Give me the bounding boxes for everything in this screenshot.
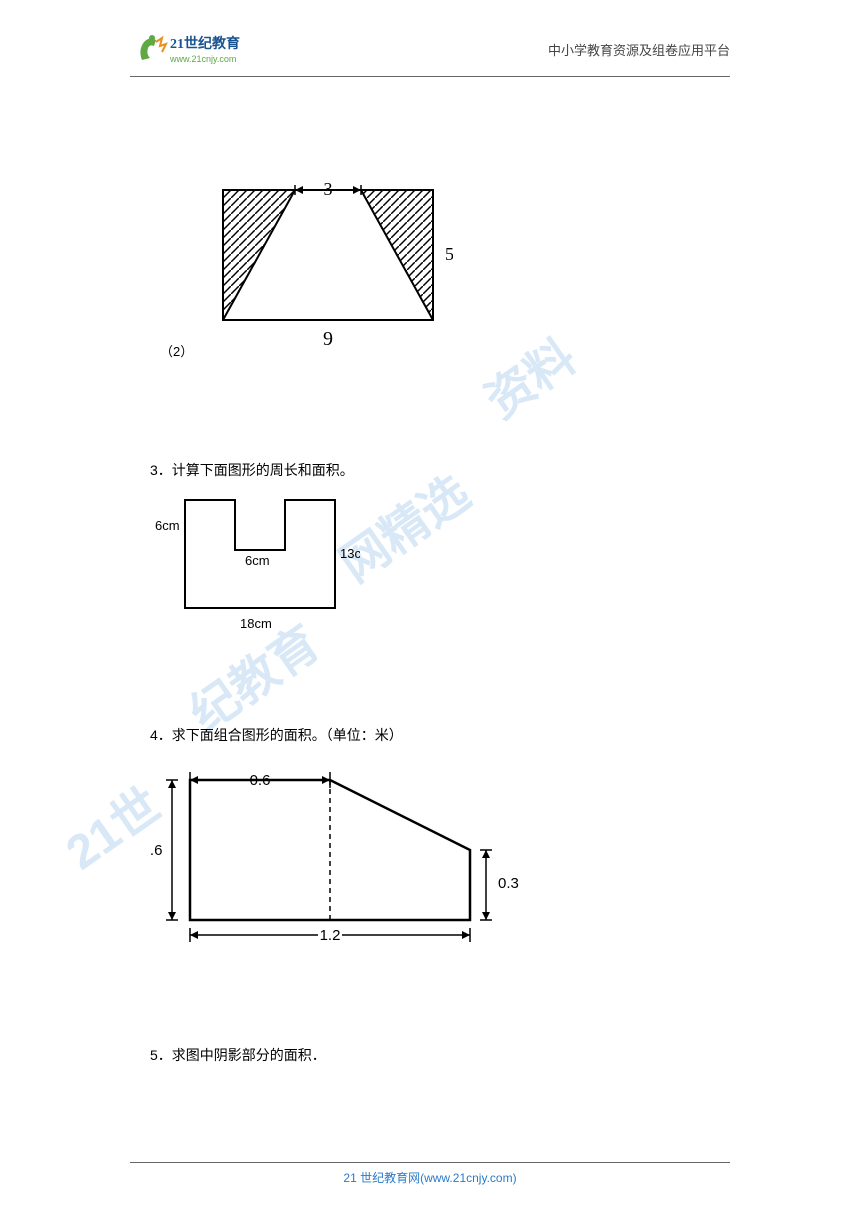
page-footer: 21 世纪教育网(www.21cnjy.com) [130,1162,730,1186]
fig3-label-notch: 6cm [245,553,270,568]
header-right-text: 中小学教育资源及组卷应用平台 [548,40,730,59]
fig4-label-top: 0.6 [250,772,271,789]
fig2-label-bottom: 9 [323,328,333,350]
problem-2: （2） [160,170,710,360]
figure-2: 3 5 9 [203,170,453,360]
problem-5: 5．求图中阴影部分的面积． [150,1045,710,1065]
problem-4-text: 4．求下面组合图形的面积。（单位：米） [150,725,710,745]
problem-3-text: 3．计算下面图形的周长和面积。 [150,460,710,480]
footer-text: 21 世纪教育网(www.21cnjy.com) [343,1171,516,1185]
logo-icon: 21世纪教育 www.21cnjy.com [130,30,270,68]
logo-text-main: 21世纪教育 [170,35,240,52]
content-area: （2） [150,170,710,1125]
fig2-label-top: 3 [323,179,332,199]
fig3-label-right: 13cm [340,546,360,561]
figure-4: 0.6 0.6 0.3 [150,760,530,960]
problem-5-text: 5．求图中阴影部分的面积． [150,1045,710,1065]
fig2-label-right: 5 [445,244,453,264]
page-header: 21世纪教育 www.21cnjy.com 中小学教育资源及组卷应用平台 [130,30,730,77]
fig3-label-bottom: 18cm [240,616,272,631]
problem-2-label: （2） [160,341,193,360]
fig4-label-left: 0.6 [150,842,162,859]
figure-3: 6cm 6cm 13cm 18cm [150,495,360,640]
fig3-label-left: 6cm [155,518,180,533]
logo: 21世纪教育 www.21cnjy.com [130,30,270,68]
logo-text-sub: www.21cnjy.com [169,54,236,64]
problem-4: 4．求下面组合图形的面积。（单位：米） 0.6 [150,725,710,965]
fig4-label-right: 0.3 [498,875,519,892]
fig4-label-bottom: 1.2 [320,927,341,944]
problem-3: 3．计算下面图形的周长和面积。 6cm 6cm 13cm 18cm [150,460,710,645]
